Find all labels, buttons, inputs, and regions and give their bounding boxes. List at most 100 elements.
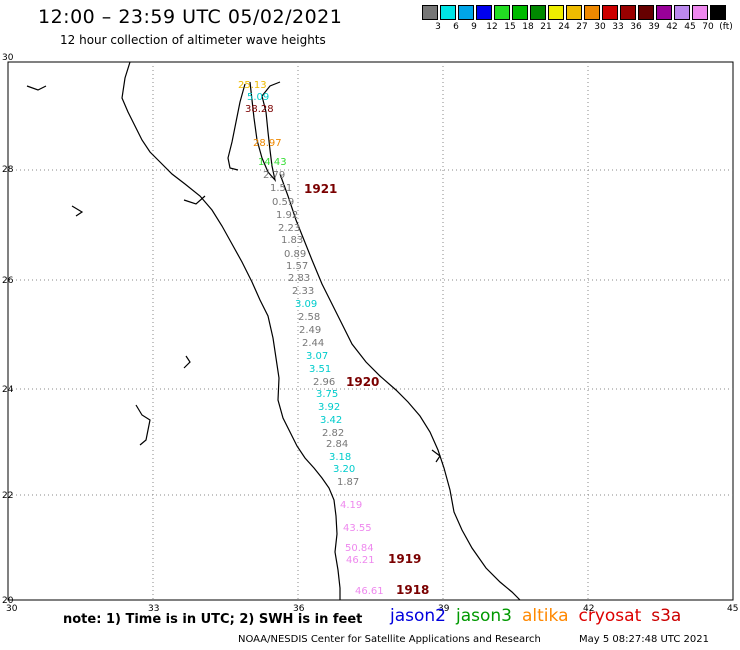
island [183, 195, 206, 205]
lat-lon-grid [8, 62, 733, 600]
latitude-label: 22 [2, 491, 13, 501]
legend-swatch [440, 5, 456, 20]
wave-height-value: 5.09 [247, 92, 269, 103]
wave-height-value: 2.83 [288, 273, 310, 284]
wave-height-value: 2.33 [292, 286, 314, 297]
wave-height-value: 2.84 [326, 439, 348, 450]
african-coastline [121, 61, 341, 600]
wave-height-value: 46.21 [346, 555, 375, 566]
legend-tick-label: 9 [471, 22, 477, 32]
map-subtitle: 12 hour collection of altimeter wave hei… [60, 33, 326, 47]
legend-swatch [710, 5, 726, 20]
wave-height-value: 46.61 [355, 586, 384, 597]
latitude-label: 30 [2, 53, 14, 63]
credit-text: NOAA/NESDIS Center for Satellite Applica… [238, 634, 541, 645]
wave-height-value: 2.79 [263, 170, 285, 181]
longitude-label: 36 [293, 604, 305, 614]
legend-tick-label: 36 [630, 22, 642, 32]
wave-height-value: 25.13 [238, 80, 267, 91]
map-frame [7, 61, 734, 601]
wave-height-value: 3.75 [316, 389, 338, 400]
wave-height-value: 0.59 [272, 197, 294, 208]
satellite-pass-labels: 1921 1920 1919 1918 [304, 182, 429, 597]
latitude-label: 26 [2, 276, 14, 286]
wave-height-value: 1.87 [337, 477, 359, 488]
legend-swatch [476, 5, 492, 20]
axis-labels: 30 33 36 39 42 45 30 28 26 24 22 20 [2, 53, 738, 614]
legend-tick-label: 18 [522, 22, 534, 32]
wave-height-value: 28.97 [253, 138, 282, 149]
legend-tick-label: (ft) [719, 22, 733, 32]
longitude-label: 42 [583, 604, 594, 614]
wave-height-value: 14.43 [258, 157, 287, 168]
island [431, 449, 441, 463]
wave-height-value: 4.19 [340, 500, 362, 511]
island [26, 85, 47, 91]
wave-height-value: 2.96 [313, 377, 335, 388]
pass-number-label: 1921 [304, 182, 337, 196]
wave-height-value: 1.83 [281, 235, 303, 246]
map-title: 12:00 – 23:59 UTC 05/02/2021 [38, 6, 343, 28]
island [135, 404, 151, 446]
satellite-name: altika [522, 606, 569, 626]
color-scale-legend: 3 6 9 12 15 18 21 24 27 30 33 36 39 42 45 70 (ft) [422, 5, 734, 35]
wave-height-value: 3.18 [329, 452, 351, 463]
legend-tick-label: 24 [558, 22, 570, 32]
island [183, 355, 191, 369]
legend-tick-label: 70 [702, 22, 714, 32]
wave-height-value: 3.51 [309, 364, 331, 375]
pass-number-label: 1918 [396, 583, 429, 597]
legend-swatch [656, 5, 672, 20]
wave-height-value: 0.89 [284, 249, 306, 260]
wave-height-value: 3.42 [320, 415, 342, 426]
legend-tick-label: 30 [594, 22, 606, 32]
wave-height-value: 3.09 [295, 299, 317, 310]
wave-height-value: 38.28 [245, 104, 274, 115]
legend-swatch [638, 5, 654, 20]
latitude-label: 28 [2, 165, 14, 175]
legend-tick-label: 33 [612, 22, 624, 32]
legend-tick-label: 12 [486, 22, 498, 32]
wave-height-value: 2.82 [322, 428, 344, 439]
legend-swatch [620, 5, 636, 20]
legend-swatch [494, 5, 510, 20]
legend-tick-label: 6 [453, 22, 459, 32]
pass-number-label: 1919 [388, 552, 421, 566]
wave-height-value: 1.92 [276, 210, 298, 221]
legend-swatch [674, 5, 690, 20]
legend-tick-label: 42 [666, 22, 678, 32]
longitude-label: 45 [727, 604, 738, 614]
wave-height-value: 2.58 [298, 312, 320, 323]
longitude-label: 30 [6, 604, 18, 614]
satellite-name: jason3 [456, 606, 512, 626]
satellite-name: s3a [651, 606, 682, 626]
wave-height-value: 1.57 [286, 261, 308, 272]
wave-height-value: 3.92 [318, 402, 340, 413]
legend-swatch [692, 5, 708, 20]
legend-tick-label: 39 [648, 22, 660, 32]
legend-swatch [422, 5, 438, 20]
wave-height-value: 2.49 [299, 325, 321, 336]
legend-tick-label: 27 [576, 22, 588, 32]
coastline [26, 61, 521, 601]
longitude-label: 39 [438, 604, 450, 614]
legend-tick-label: 21 [540, 22, 552, 32]
legend-tick-label: 45 [684, 22, 696, 32]
legend-swatch [602, 5, 618, 20]
legend-swatch [530, 5, 546, 20]
satellite-name: jason2 [390, 606, 446, 626]
legend-swatch [566, 5, 582, 20]
latitude-label: 20 [2, 596, 14, 606]
legend-swatch [584, 5, 600, 20]
longitude-label: 33 [148, 604, 159, 614]
wave-height-value: 1.51 [270, 183, 292, 194]
wave-height-value: 3.20 [333, 464, 355, 475]
latitude-label: 24 [2, 385, 14, 395]
gulf-of-suez-coast [227, 83, 246, 171]
satellite-legend: jason2 jason3 altika cryosat s3a [390, 606, 691, 626]
wave-height-value: 2.23 [278, 223, 300, 234]
island [71, 205, 84, 217]
arabian-coastline [279, 173, 521, 601]
